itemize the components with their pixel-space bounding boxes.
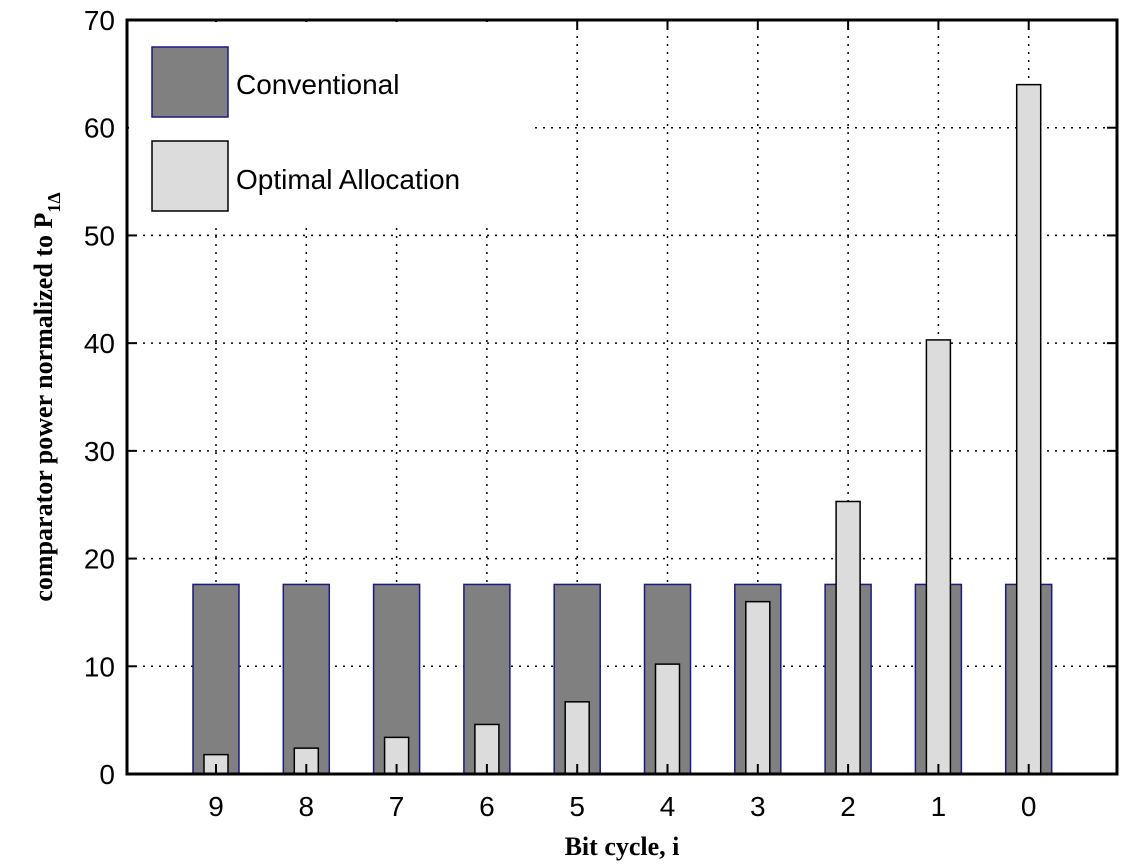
x-tick-label: 7 <box>389 791 405 822</box>
bar-conventional <box>192 583 240 775</box>
x-axis-label: Bit cycle, i <box>565 832 680 861</box>
legend-swatch-optimal-allocation <box>151 140 229 212</box>
y-tick-label: 30 <box>84 436 115 467</box>
y-tick-label: 60 <box>84 113 115 144</box>
y-axis-label-subscript: 1Δ <box>44 192 64 212</box>
y-tick-label: 10 <box>84 651 115 682</box>
legend-swatch-conventional <box>151 46 229 118</box>
x-tick-label: 3 <box>750 791 766 822</box>
bar-optimal-allocation <box>835 500 861 775</box>
y-tick-label: 50 <box>84 220 115 251</box>
y-tick-label: 0 <box>99 759 115 790</box>
y-tick-label: 20 <box>84 544 115 575</box>
y-tick-label: 70 <box>84 5 115 36</box>
y-tick-label: 40 <box>84 328 115 359</box>
bar-optimal-allocation <box>745 600 771 775</box>
bar-optimal-allocation <box>564 701 590 775</box>
legend-label-conventional: Conventional <box>236 69 399 100</box>
x-tick-label: 8 <box>299 791 315 822</box>
x-tick-label: 6 <box>479 791 495 822</box>
bar-optimal-allocation <box>474 723 500 775</box>
bars <box>192 83 1053 775</box>
x-tick-label: 1 <box>931 791 947 822</box>
bar-optimal-allocation <box>1015 83 1042 775</box>
bar-optimal-allocation <box>654 663 681 775</box>
y-axis-label-main: comparator power normalized to P <box>29 213 58 602</box>
legend: Conventional Optimal Allocation <box>129 22 529 228</box>
x-tick-label: 2 <box>840 791 856 822</box>
legend-label-optimal-allocation: Optimal Allocation <box>236 164 460 195</box>
bar-conventional <box>282 583 331 775</box>
x-tick-label: 4 <box>660 791 676 822</box>
x-tick-label: 9 <box>208 791 224 822</box>
y-axis-label: comparator power normalized to P1Δ <box>29 192 64 601</box>
bar-optimal-allocation <box>925 339 952 775</box>
plot-frame <box>125 18 1119 776</box>
x-tick-label: 5 <box>569 791 585 822</box>
x-tick-label: 0 <box>1021 791 1037 822</box>
